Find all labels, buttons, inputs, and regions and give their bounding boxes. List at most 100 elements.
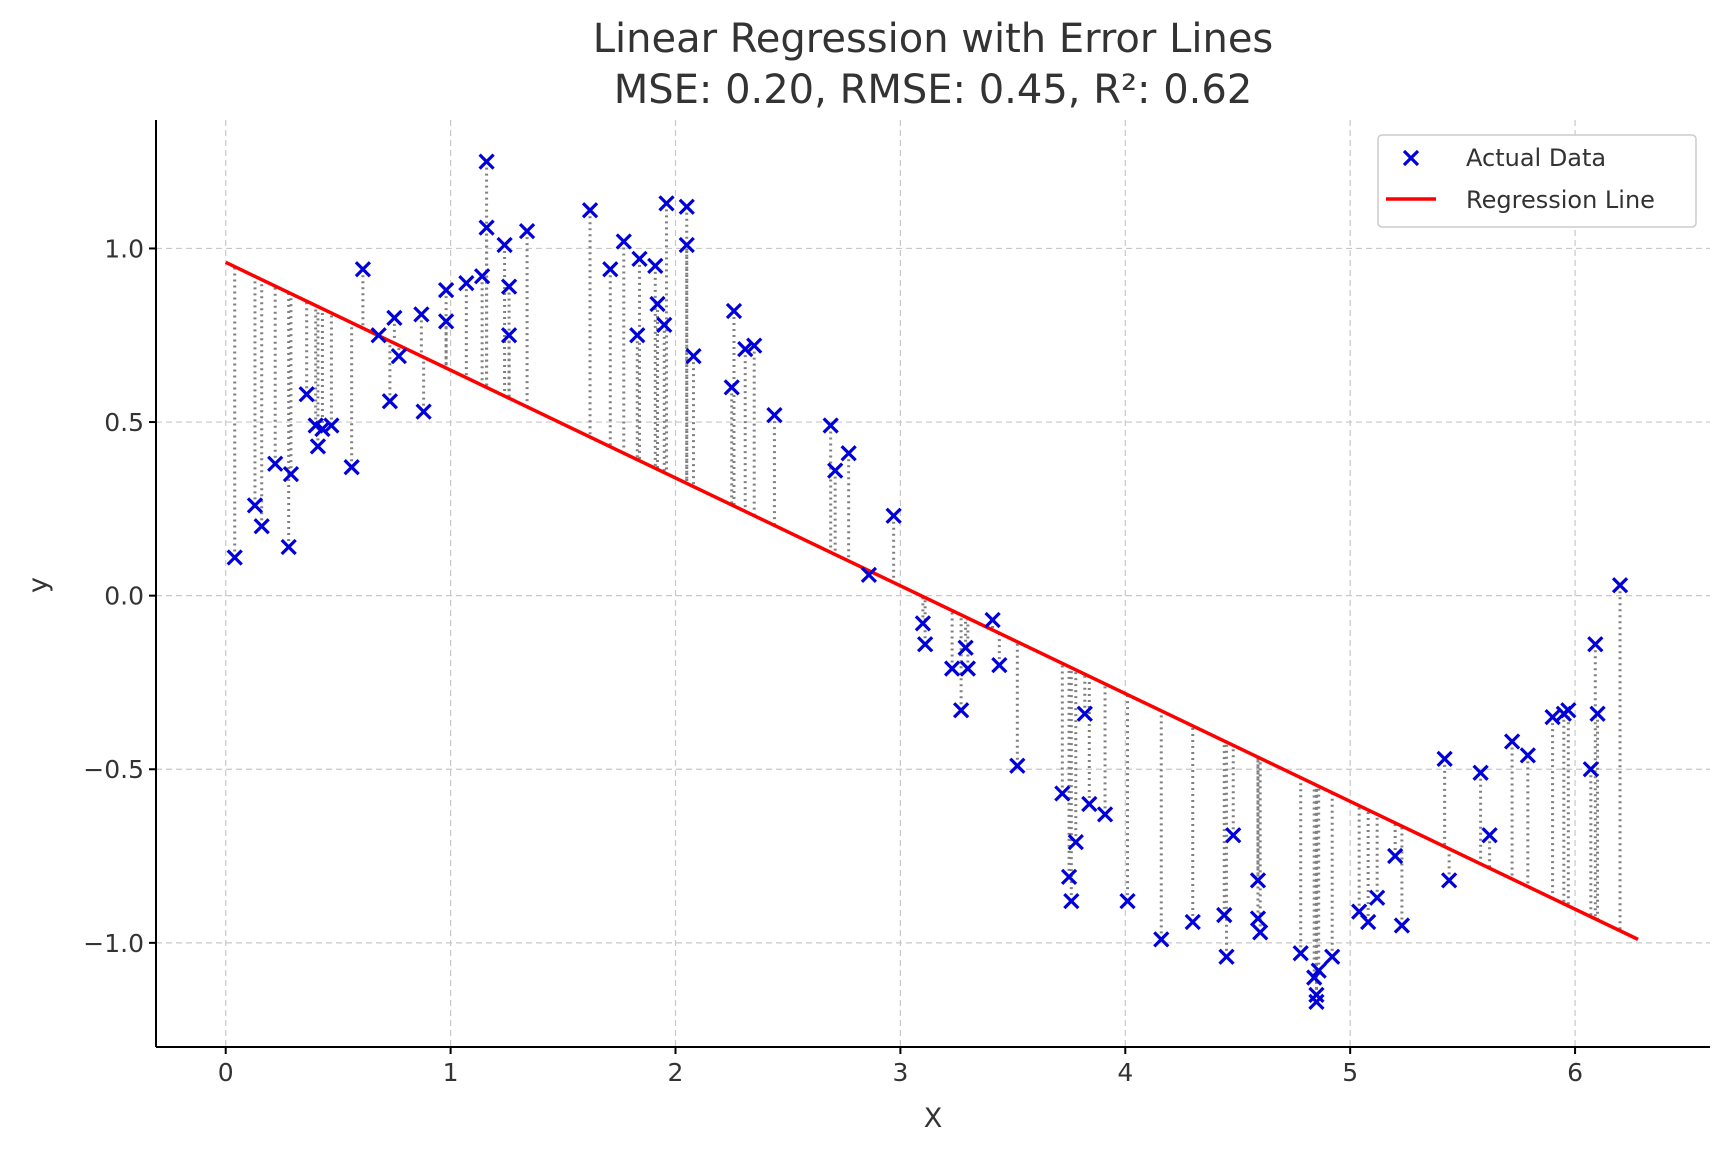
legend-marker-cross (1402, 149, 1420, 167)
data-point (390, 347, 408, 365)
data-point (473, 268, 491, 285)
data-point (1216, 906, 1233, 924)
y-tick-label: −0.5 (83, 755, 144, 784)
data-point (723, 379, 740, 396)
data-point (1369, 889, 1386, 906)
data-point (1081, 795, 1098, 813)
data-point (518, 222, 536, 240)
y-tick-label: 1.0 (104, 234, 144, 263)
data-point (1519, 747, 1536, 764)
data-point (649, 295, 666, 313)
data-point (1589, 705, 1606, 722)
data-point (827, 462, 844, 479)
data-point (1067, 834, 1084, 851)
data-point (916, 636, 934, 653)
data-point (415, 403, 432, 420)
data-point (1503, 733, 1521, 750)
data-point (226, 549, 243, 566)
data-point (437, 313, 455, 330)
legend: Actual Data Regression Line (1377, 134, 1697, 228)
data-point (952, 702, 970, 719)
data-point (314, 420, 331, 438)
data-point (267, 455, 284, 472)
data-point (1324, 948, 1341, 965)
legend-marker-actual-data (1402, 149, 1420, 167)
x-tick-label: 1 (443, 1058, 459, 1087)
regression-line-layer (224, 260, 1639, 941)
data-point (943, 660, 961, 677)
data-point (1218, 948, 1235, 965)
x-tick-label: 0 (218, 1058, 234, 1087)
data-point (1436, 750, 1453, 767)
data-point (323, 417, 340, 434)
data-point (1009, 757, 1026, 774)
data-point (496, 236, 513, 254)
data-point (1252, 924, 1269, 941)
chart-title: Linear Regression with Error Lines (593, 16, 1274, 62)
data-point (1481, 827, 1498, 844)
data-point (1387, 847, 1404, 865)
data-point (959, 660, 976, 677)
data-point (1393, 917, 1411, 934)
x-tick-label: 6 (1567, 1058, 1583, 1087)
data-point (280, 538, 297, 556)
data-point (1060, 868, 1078, 886)
data-point (656, 316, 673, 333)
data-point (678, 198, 695, 215)
data-point (581, 202, 599, 219)
data-point (840, 445, 857, 462)
data-point (343, 459, 360, 476)
grid-lines (156, 120, 1710, 1047)
data-point (1249, 872, 1267, 889)
data-point (746, 337, 763, 354)
y-axis-label: y (23, 577, 54, 593)
data-point (1587, 636, 1604, 653)
axis-ticks: 0 1 2 3 4 5 6 −1.0 −0.5 0.0 0.5 1.0 (83, 234, 1583, 1087)
data-point (1054, 785, 1071, 802)
data-point (685, 347, 702, 365)
x-tick-label: 3 (892, 1058, 908, 1087)
data-point (1184, 913, 1201, 931)
data-point (298, 386, 315, 403)
data-point (478, 153, 495, 170)
data-point (860, 566, 878, 583)
data-point (1310, 962, 1327, 979)
data-point (1153, 931, 1170, 948)
data-point (282, 466, 300, 483)
data-point (413, 306, 430, 323)
data-point (957, 639, 974, 656)
data-point (1308, 993, 1325, 1010)
data-points (226, 153, 1629, 1010)
data-point (1076, 705, 1093, 722)
x-tick-label: 5 (1342, 1058, 1358, 1087)
data-point (984, 611, 1001, 629)
data-point (1611, 577, 1629, 594)
data-point (246, 497, 264, 514)
data-point (1063, 893, 1080, 910)
data-point (615, 233, 632, 250)
data-point (1544, 709, 1561, 726)
data-point (1119, 893, 1136, 910)
data-point (1440, 872, 1458, 889)
data-point (602, 261, 619, 278)
legend-label-regression-line: Regression Line (1466, 186, 1655, 214)
y-tick-label: −1.0 (83, 929, 144, 958)
data-point (386, 309, 403, 327)
data-point (1308, 986, 1325, 1004)
data-point (737, 341, 754, 358)
x-axis-label: X (924, 1103, 943, 1134)
data-point (766, 406, 783, 424)
data-point (458, 275, 475, 292)
data-point (1225, 827, 1242, 844)
data-point (631, 250, 648, 268)
data-point (381, 393, 399, 410)
data-point (1582, 761, 1599, 778)
x-tick-label: 2 (668, 1058, 684, 1087)
data-point (647, 257, 664, 274)
data-point (1560, 702, 1577, 719)
regression-line (224, 260, 1639, 941)
data-point (629, 327, 646, 344)
data-point (478, 219, 495, 236)
y-tick-label: 0.5 (104, 408, 144, 437)
